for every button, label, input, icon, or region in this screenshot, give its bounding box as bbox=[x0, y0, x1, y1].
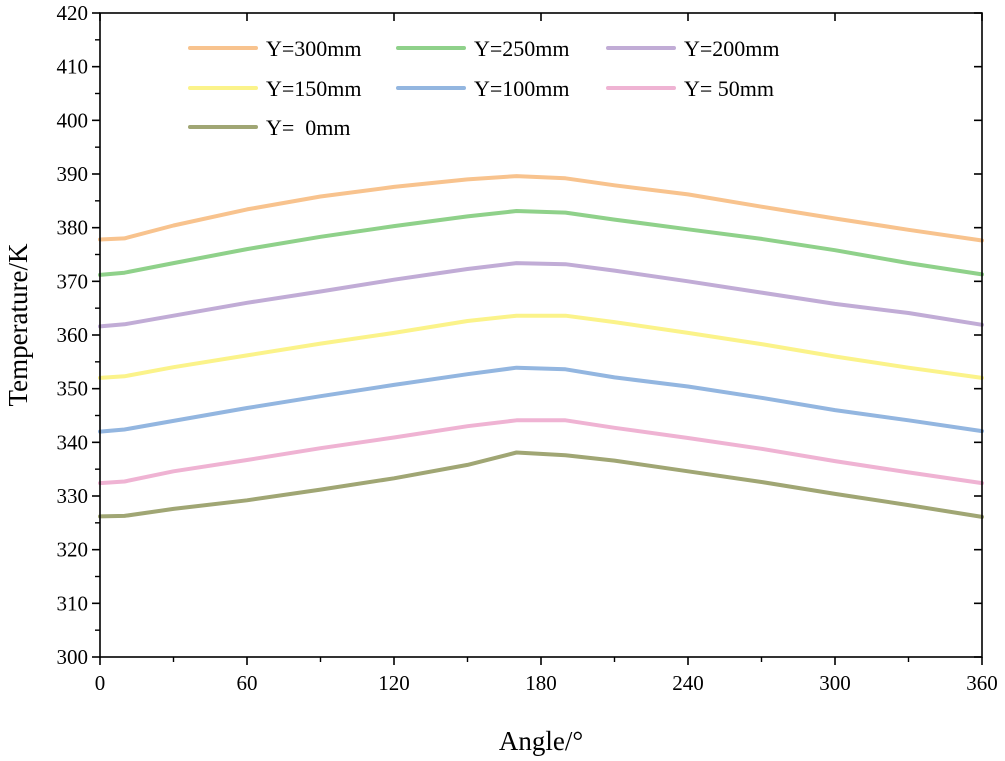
y-tick-label-2: 320 bbox=[57, 538, 89, 562]
x-tick-label-2: 120 bbox=[378, 671, 410, 695]
x-tick-label-6: 360 bbox=[966, 671, 998, 695]
axes-layer: 0 60 120 180 240 300 360 300 310 320 330 340 350 360 3… bbox=[57, 1, 998, 695]
legend-label-0: Y=300mm bbox=[266, 36, 362, 61]
legend-label-6: Y= 0mm bbox=[266, 115, 351, 140]
y-tick-label-11: 410 bbox=[57, 55, 89, 79]
series-line-5 bbox=[98, 418, 984, 486]
legend: Y=300mm Y=250mm Y=200mm Y=150mm Y=100mm Y= 50… bbox=[188, 36, 780, 140]
y-tick-label-8: 380 bbox=[57, 216, 89, 240]
legend-label-5: Y= 50mm bbox=[684, 76, 774, 101]
legend-label-3: Y=150mm bbox=[266, 76, 362, 101]
series-line-6 bbox=[98, 450, 984, 519]
y-tick-label-10: 400 bbox=[57, 108, 89, 132]
series-line-0 bbox=[98, 174, 984, 243]
x-tick-label-0: 0 bbox=[95, 671, 106, 695]
y-tick-label-6: 360 bbox=[57, 323, 89, 347]
y-tick-label-9: 390 bbox=[57, 162, 89, 186]
legend-label-4: Y=100mm bbox=[474, 76, 570, 101]
y-tick-label-5: 350 bbox=[57, 377, 89, 401]
y-tick-label-1: 310 bbox=[57, 591, 89, 615]
y-axis-title: Temperature/K bbox=[3, 243, 33, 407]
x-tick-label-3: 180 bbox=[525, 671, 557, 695]
y-tick-label-4: 340 bbox=[57, 430, 89, 454]
x-axis-title: Angle/° bbox=[499, 726, 583, 756]
y-tick-label-12: 420 bbox=[57, 1, 89, 25]
x-tick-label-5: 300 bbox=[819, 671, 851, 695]
series-line-2 bbox=[98, 261, 984, 329]
series-line-1 bbox=[98, 209, 984, 277]
x-tick-label-4: 240 bbox=[672, 671, 704, 695]
series-layer bbox=[98, 174, 984, 519]
series-line-4 bbox=[98, 365, 984, 434]
x-tick-label-1: 60 bbox=[237, 671, 258, 695]
legend-label-2: Y=200mm bbox=[684, 36, 780, 61]
legend-label-1: Y=250mm bbox=[474, 36, 570, 61]
series-line-3 bbox=[98, 313, 984, 380]
y-tick-label-7: 370 bbox=[57, 269, 89, 293]
y-tick-label-0: 300 bbox=[57, 645, 89, 669]
y-tick-label-3: 330 bbox=[57, 484, 89, 508]
plot-frame bbox=[99, 12, 983, 658]
